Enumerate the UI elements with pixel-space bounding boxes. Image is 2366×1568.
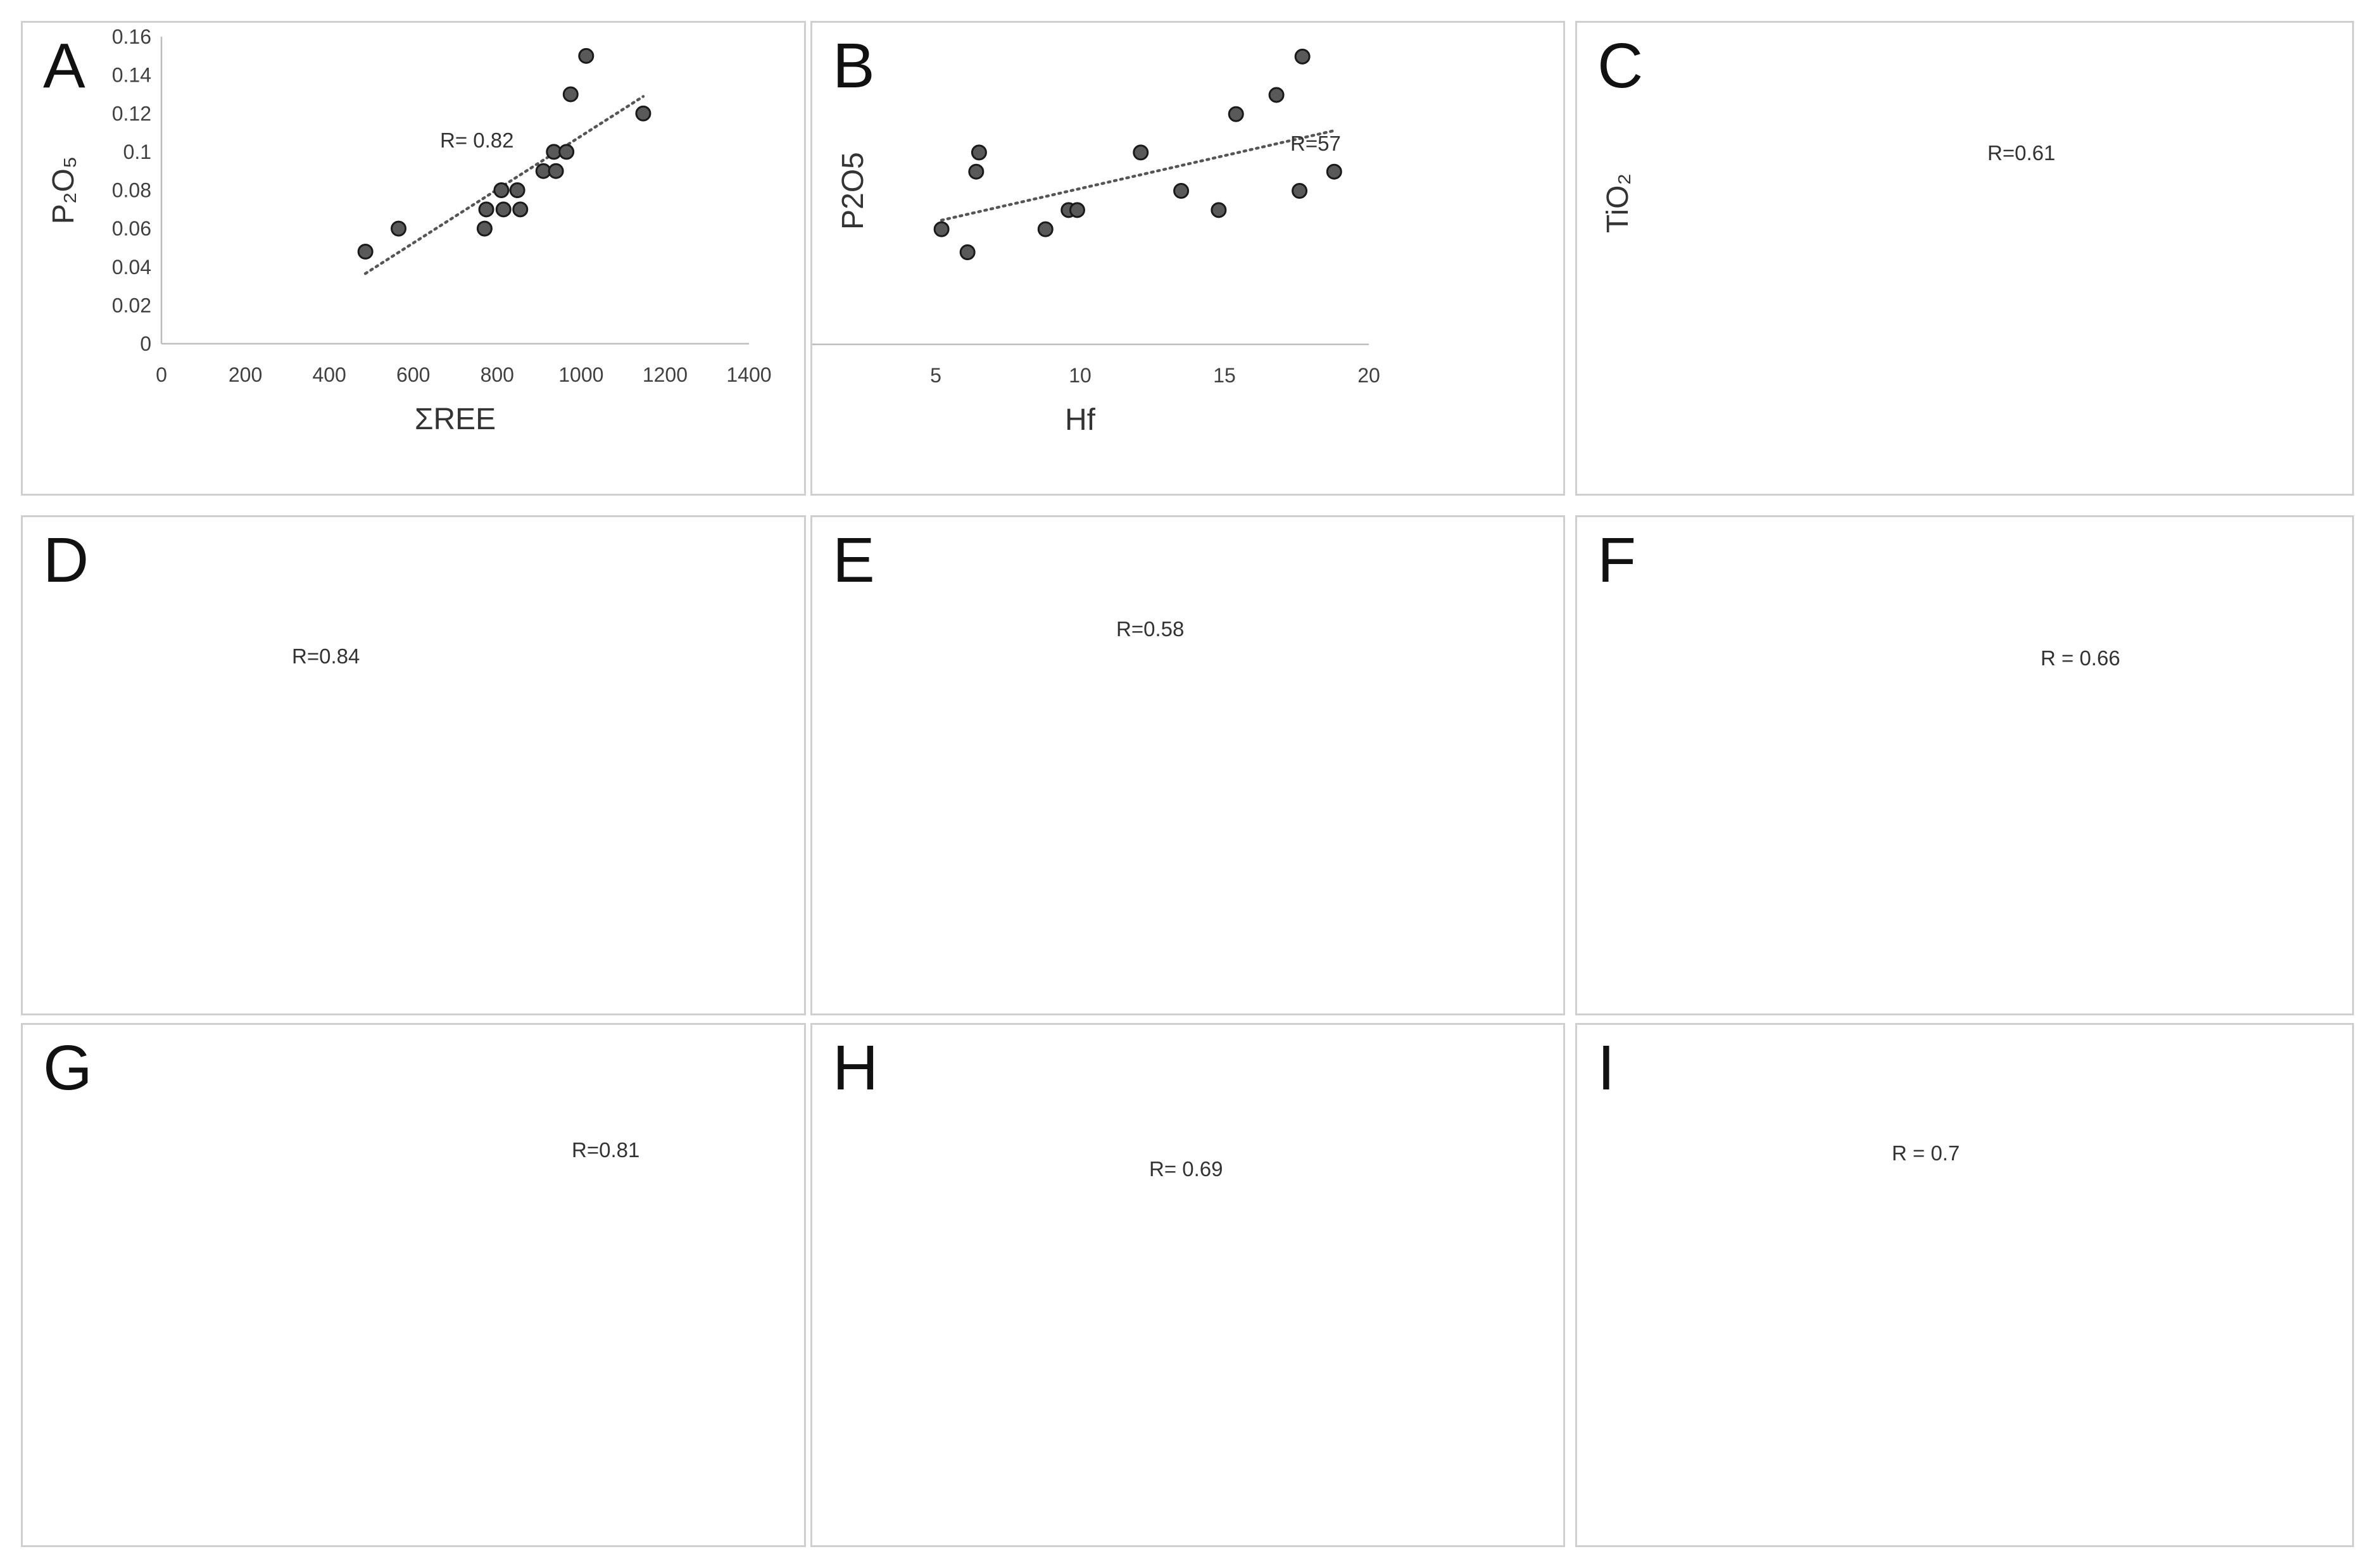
- data-point: [1294, 48, 1311, 65]
- x-tick-label: 10: [1069, 364, 1092, 387]
- data-point: [933, 221, 950, 237]
- data-point: [1268, 87, 1285, 103]
- chart-svg: 02040608010000.511.522.53NbTiO2R=0.58: [1116, 617, 1184, 641]
- data-point: [509, 182, 525, 198]
- chart-svg: 024681000.511.522.53TaTiO2R = 0.66: [2041, 646, 2120, 670]
- chart-svg: 020040060080010001200140000.511.522.53ΣR…: [1601, 141, 2055, 233]
- y-axis-label: P₂O₅: [47, 156, 80, 224]
- y-axis-label: TiO₂: [1601, 173, 1635, 233]
- y-tick-label: 0.04: [112, 256, 151, 279]
- x-tick-label: 800: [481, 363, 514, 386]
- data-point: [495, 201, 512, 218]
- panel-letter: A: [43, 30, 85, 101]
- y-tick-label: 0.02: [112, 294, 151, 317]
- panel-h: H 02004006008001000120014000102030405060…: [810, 1023, 1565, 1547]
- y-tick-label: 0.08: [112, 179, 151, 202]
- correlation-label: R = 0.7: [1892, 1141, 1960, 1165]
- correlation-label: R=0.81: [572, 1138, 639, 1162]
- panel-letter: D: [43, 525, 89, 596]
- x-tick-label: 1000: [558, 363, 603, 386]
- y-axis-label: P2O5: [836, 152, 870, 230]
- chart-svg: 0510152000.020.040.060.080.10.120.140.16…: [812, 48, 1380, 437]
- data-point: [391, 220, 407, 237]
- data-point: [578, 47, 595, 64]
- panel-g: G 0510152001020304050607080HfAl2O3R=0.81: [21, 1023, 806, 1547]
- data-point: [959, 244, 976, 260]
- x-tick-label: 0: [156, 363, 167, 386]
- correlation-label: R = 0.66: [2041, 646, 2120, 670]
- correlation-label: R=0.61: [1987, 141, 2055, 165]
- panel-a: A 0 200 400 600 800 1000 1200 1400 0 0.02 0.04 0.06…: [21, 21, 806, 496]
- panel-letter: C: [1597, 30, 1644, 101]
- y-tick-label: 0: [140, 332, 151, 355]
- panel-letter: G: [43, 1032, 92, 1103]
- panel-letter: E: [833, 525, 875, 596]
- data-point: [357, 244, 374, 260]
- panel-i: I 020040060080001020304050607080ZrAl2O3R…: [1575, 1023, 2354, 1547]
- correlation-label: R= 0.69: [1149, 1157, 1223, 1181]
- data-point: [558, 144, 575, 160]
- data-point: [512, 201, 529, 218]
- data-point: [1211, 202, 1227, 218]
- panel-letter: F: [1597, 525, 1637, 596]
- chart-svg: 0510152001020304050607080HfAl2O3R=0.81: [572, 1138, 639, 1162]
- chart-svg: 020040060080000.511.522.53ZrTiO2R=0.84: [292, 644, 360, 668]
- x-tick-label: 20: [1357, 364, 1380, 387]
- y-tick-label: 0.1: [123, 141, 151, 163]
- x-tick-label: 15: [1213, 364, 1236, 387]
- data-point: [1037, 221, 1054, 237]
- trendline: [940, 129, 1336, 222]
- panel-e: E 02040608010000.511.522.53NbTiO2R=0.58: [810, 515, 1565, 1015]
- y-tick-label: 0.12: [112, 102, 151, 125]
- x-tick-label: 200: [229, 363, 262, 386]
- correlation-label: R= 0.82: [440, 129, 514, 152]
- x-tick-label: 1400: [726, 363, 771, 386]
- chart-svg: 0200400600800100012001400010203040506070…: [1149, 1157, 1223, 1181]
- panel-d: D 020040060080000.511.522.53ZrTiO2R=0.84: [21, 515, 806, 1015]
- data-point: [971, 144, 987, 161]
- data-point: [1069, 202, 1085, 218]
- x-axis-label: Hf: [1065, 403, 1096, 437]
- correlation-label: R=0.58: [1116, 617, 1184, 641]
- data-point: [1292, 183, 1308, 199]
- data-point: [1133, 144, 1149, 161]
- data-point: [476, 220, 493, 237]
- y-tick-label: 0.16: [112, 25, 151, 48]
- data-point: [968, 163, 985, 180]
- y-tick-label: 0.06: [112, 217, 151, 240]
- panel-c: C 020040060080010001200140000.511.522.53…: [1575, 21, 2354, 496]
- chart-svg: 020040060080001020304050607080ZrAl2O3R =…: [1892, 1141, 1960, 1165]
- data-point: [635, 105, 651, 122]
- panel-letter: H: [833, 1032, 879, 1103]
- x-tick-label: 5: [930, 364, 941, 387]
- x-axis-label: ΣREE: [415, 403, 496, 436]
- x-tick-label: 400: [312, 363, 346, 386]
- data-point: [562, 86, 579, 103]
- y-tick-label: 0.14: [112, 64, 151, 87]
- x-tick-label: 600: [396, 363, 430, 386]
- data-point: [1326, 163, 1342, 180]
- data-point: [548, 163, 564, 179]
- panel-letter: I: [1597, 1032, 1615, 1103]
- panel-b: B 0510152000.020.040.060.080.10.120.140.…: [810, 21, 1565, 496]
- chart-svg: 0 200 400 600 800 1000 1200 1400 0 0.02 0.04 0.06 0.…: [47, 25, 772, 436]
- panel-f: F 024681000.511.522.53TaTiO2R = 0.66: [1575, 515, 2354, 1015]
- data-point: [478, 201, 494, 218]
- panel-letter: B: [833, 30, 875, 101]
- data-point: [493, 182, 510, 198]
- correlation-label: R=57: [1290, 132, 1341, 155]
- correlation-label: R=0.84: [292, 644, 360, 668]
- data-point: [1228, 106, 1244, 122]
- x-tick-label: 1200: [643, 363, 688, 386]
- data-point: [1173, 183, 1190, 199]
